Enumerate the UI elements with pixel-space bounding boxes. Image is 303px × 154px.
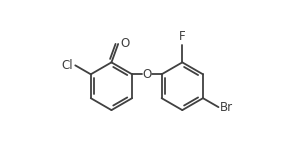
Text: F: F <box>179 30 186 43</box>
Text: O: O <box>142 68 152 81</box>
Text: Cl: Cl <box>62 59 73 72</box>
Text: Br: Br <box>220 101 233 114</box>
Text: O: O <box>120 37 129 50</box>
